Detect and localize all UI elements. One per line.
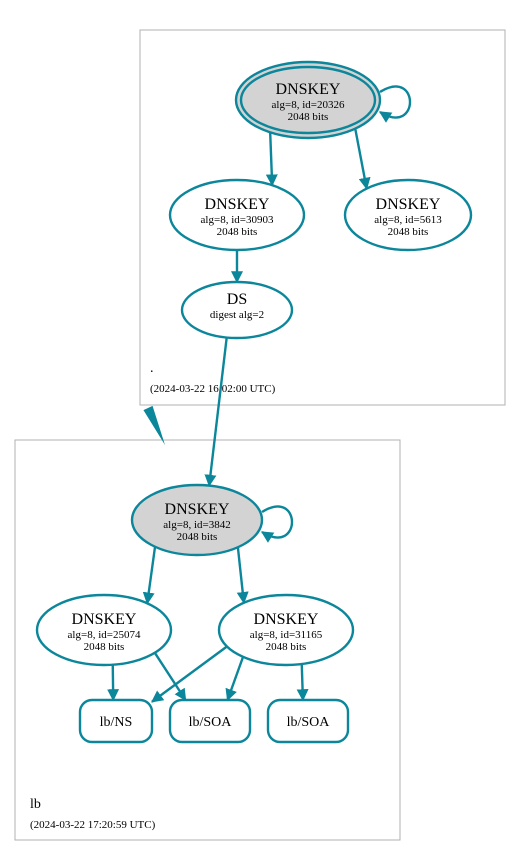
node-k5613: DNSKEYalg=8, id=56132048 bits (345, 180, 471, 250)
edge (238, 547, 244, 603)
node-k25074: DNSKEYalg=8, id=250742048 bits (37, 595, 171, 665)
svg-text:alg=8, id=30903: alg=8, id=30903 (201, 214, 274, 226)
svg-text:alg=8, id=20326: alg=8, id=20326 (272, 99, 345, 111)
node-r_ns: lb/NS (80, 700, 152, 742)
svg-text:2048 bits: 2048 bits (217, 226, 258, 238)
svg-text:digest alg=2: digest alg=2 (210, 309, 264, 321)
svg-text:lb/NS: lb/NS (100, 715, 133, 730)
edge (228, 657, 244, 700)
node-k3842: DNSKEYalg=8, id=38422048 bits (132, 485, 262, 555)
zone-pointer (143, 406, 165, 445)
svg-text:.: . (150, 361, 154, 376)
edge-selfloop (380, 87, 410, 118)
svg-text:DNSKEY: DNSKEY (72, 611, 137, 628)
svg-text:alg=8, id=25074: alg=8, id=25074 (68, 629, 141, 641)
node-k30903: DNSKEYalg=8, id=309032048 bits (170, 180, 304, 250)
edge (270, 132, 272, 185)
edge (152, 647, 227, 702)
nodes-layer: DNSKEYalg=8, id=203262048 bitsDNSKEYalg=… (37, 62, 471, 742)
node-r_soa1: lb/SOA (170, 700, 250, 742)
svg-text:DNSKEY: DNSKEY (254, 611, 319, 628)
svg-text:DNSKEY: DNSKEY (276, 81, 341, 98)
svg-text:2048 bits: 2048 bits (266, 641, 307, 653)
svg-text:DNSKEY: DNSKEY (376, 196, 441, 213)
svg-text:alg=8, id=3842: alg=8, id=3842 (163, 519, 230, 531)
svg-text:2048 bits: 2048 bits (388, 226, 429, 238)
svg-text:2048 bits: 2048 bits (288, 111, 329, 123)
svg-text:(2024-03-22 17:20:59 UTC): (2024-03-22 17:20:59 UTC) (30, 819, 156, 831)
edge (155, 653, 186, 700)
svg-text:(2024-03-22 16:02:00 UTC): (2024-03-22 16:02:00 UTC) (150, 383, 276, 395)
dnssec-diagram: . (2024-03-22 16:02:00 UTC) lb (2024-03-22 … (0, 0, 517, 865)
svg-text:DNSKEY: DNSKEY (205, 196, 270, 213)
edge (302, 664, 303, 700)
svg-text:lb: lb (30, 797, 41, 812)
edge-selfloop (262, 507, 292, 538)
node-k20326: DNSKEYalg=8, id=203262048 bits (236, 62, 380, 138)
svg-text:lb/SOA: lb/SOA (189, 715, 233, 730)
node-r_soa2: lb/SOA (268, 700, 348, 742)
svg-text:alg=8, id=5613: alg=8, id=5613 (374, 214, 442, 226)
edge (147, 547, 155, 604)
edge (209, 338, 227, 486)
svg-text:DNSKEY: DNSKEY (165, 501, 230, 518)
svg-text:2048 bits: 2048 bits (84, 641, 125, 653)
svg-text:lb/SOA: lb/SOA (287, 715, 331, 730)
node-ds: DSdigest alg=2 (182, 282, 292, 338)
svg-text:2048 bits: 2048 bits (177, 531, 218, 543)
svg-text:DS: DS (227, 291, 247, 308)
svg-text:alg=8, id=31165: alg=8, id=31165 (250, 629, 323, 641)
node-k31165: DNSKEYalg=8, id=311652048 bits (219, 595, 353, 665)
edge (355, 129, 366, 189)
